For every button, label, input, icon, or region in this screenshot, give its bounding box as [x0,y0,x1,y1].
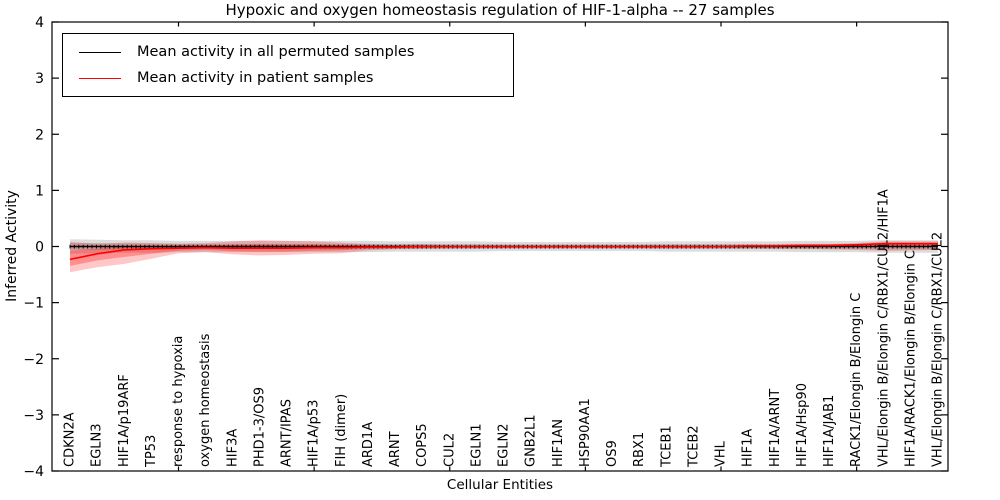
x-tick-label: CDKN2A [63,412,78,467]
legend-item-patient: Mean activity in patient samples [63,70,513,86]
x-tick-label: HIF1A/JAB1 [822,395,837,467]
x-tick-label: TP53 [144,435,159,468]
x-tick-label: HIF3A [225,429,240,467]
y-tick-label: −2 [23,352,44,368]
x-tick-label: FIH (dimer) [334,394,349,467]
x-tick-label: HIF1A/p19ARF [117,374,132,467]
x-tick-label: RBX1 [632,432,647,467]
x-tick-label: EGLN1 [469,423,484,467]
x-tick-label: OS9 [605,440,620,467]
y-tick-label: −4 [23,464,44,480]
x-tick-label: TCEB2 [686,425,701,468]
x-tick-label: COPS5 [415,423,430,467]
x-tick-label: ARD1A [361,422,376,467]
y-tick-label: 4 [35,15,44,31]
legend-label-permuted: Mean activity in all permuted samples [137,44,415,60]
x-tick-label: RACK1/Elongin B/Elongin C [849,293,864,467]
x-tick-label: EGLN3 [90,423,105,467]
x-tick-label: GNB2L1 [524,414,539,467]
x-tick-label: HIF1A/RACK1/Elongin B/Elongin C [903,250,918,467]
x-tick-label: PHD1-3/OS9 [252,387,267,467]
x-tick-label: EGLN2 [497,423,512,467]
x-tick-label: VHL/Elongin B/Elongin C/RBX1/CUL2/HIF1A [876,189,891,467]
y-tick-label: 2 [35,127,44,143]
y-axis-label: Inferred Activity [4,190,20,302]
x-tick-label: HIF1A/p53 [307,400,322,467]
x-tick-label: HSP90AA1 [578,398,593,467]
legend: Mean activity in all permuted samples Me… [62,33,514,97]
y-tick-label: 3 [35,71,44,87]
x-tick-label: VHL [714,440,729,467]
x-tick-label: HIF1A/Hsp90 [795,383,810,467]
chart-title: Hypoxic and oxygen homeostasis regulatio… [225,1,775,19]
x-tick-label: ARNT [388,431,403,467]
y-tick-label: −1 [23,296,44,312]
x-tick-label: VHL/Elongin B/Elongin C/RBX1/CUL2 [931,232,946,467]
legend-item-permuted: Mean activity in all permuted samples [63,44,513,60]
series-line-patient [69,242,938,261]
legend-line-sample-patient [79,77,121,79]
x-tick-label: response to hypoxia [171,336,186,467]
x-tick-label: TCEB1 [659,425,674,468]
x-tick-label: HIF1A/ARNT [768,389,783,467]
x-tick-label: HIF1AN [551,419,566,467]
y-tick-label: 0 [35,240,44,256]
x-tick-label: ARNT/IPAS [280,399,295,467]
x-axis-label: Cellular Entities [446,477,554,493]
x-tick-label: oxygen homeostasis [198,333,213,467]
y-tick-label: −3 [23,408,44,424]
x-tick-label: CUL2 [442,433,457,467]
legend-line-sample-permuted [79,51,121,53]
y-tick-label: 1 [35,183,44,199]
x-tick-label: HIF1A [741,429,756,467]
legend-label-patient: Mean activity in patient samples [137,70,374,86]
